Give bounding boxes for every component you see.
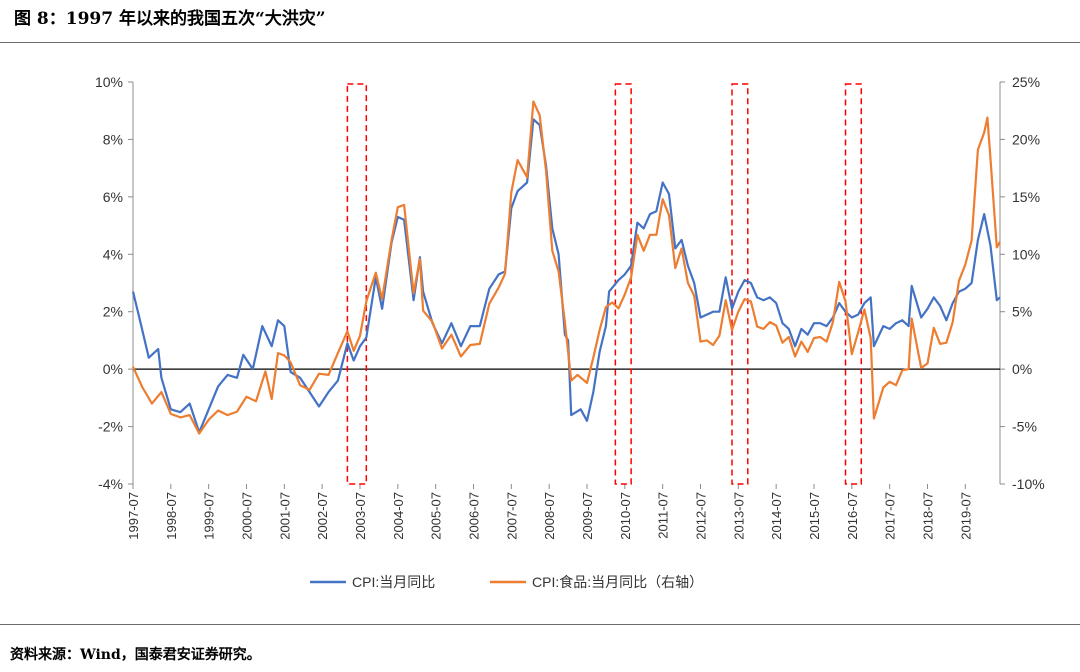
- y-right-tick-label: 0%: [1012, 361, 1032, 377]
- y-right-tick-label: 20%: [1012, 131, 1040, 147]
- y-right-tick-label: 10%: [1012, 246, 1040, 262]
- y-left-tick-label: 0%: [103, 361, 123, 377]
- x-tick-label: 1997-07: [126, 492, 141, 540]
- x-tick-label: 2003-07: [353, 492, 368, 540]
- x-tick-label: 2013-07: [731, 492, 746, 540]
- x-tick-label: 1998-07: [164, 492, 179, 540]
- y-left-tick-label: 2%: [103, 304, 123, 320]
- x-tick-label: 2011-07: [656, 492, 671, 539]
- series-layer: [131, 100, 1001, 435]
- series-line-food-cpi: [132, 100, 1001, 435]
- y-left-tick-label: 10%: [95, 74, 123, 90]
- figure-title: 图 8：1997 年以来的我国五次“大洪灾”: [14, 9, 326, 29]
- x-tick-label: 2014-07: [769, 492, 784, 540]
- x-tick-label: 2012-07: [693, 492, 708, 540]
- x-tick-label: 2019-07: [958, 492, 973, 540]
- x-tick-label: 2010-07: [618, 492, 633, 540]
- x-tick-label: 2007-07: [504, 492, 519, 540]
- x-tick-label: 2006-07: [466, 492, 481, 540]
- y-left-tick-label: 6%: [103, 189, 123, 205]
- y-right-tick-label: 5%: [1012, 304, 1032, 320]
- x-tick-label: 2001-07: [277, 492, 292, 540]
- y-left-tick-label: -4%: [98, 476, 123, 492]
- x-tick-label: 2018-07: [920, 492, 935, 540]
- x-tick-label: 2005-07: [429, 492, 444, 540]
- cpi-line-chart: -4% -2% 0% 2% 4% 6% 8% 10% -10% -5% 0% 5% 10% 15% 20% 2…: [95, 74, 1045, 590]
- legend-label: CPI:食品:当月同比（右轴）: [532, 574, 703, 590]
- flood-highlight-layer: [346, 83, 863, 485]
- legend-label: CPI:当月同比: [352, 574, 435, 590]
- x-tick-label: 2000-07: [239, 492, 254, 540]
- x-tick-label: 2004-07: [391, 492, 406, 540]
- x-tick-label: 2009-07: [580, 492, 595, 540]
- x-tick-label: 2015-07: [807, 492, 822, 540]
- y-right-tick-label: 15%: [1012, 189, 1040, 205]
- y-right-tick-label: -5%: [1012, 419, 1037, 435]
- y-left-tick-label: -2%: [98, 419, 123, 435]
- y-right-tick-label: 25%: [1012, 74, 1040, 90]
- y-right-tick-label: -10%: [1012, 476, 1045, 492]
- flood-period-box: [346, 83, 368, 485]
- x-tick-label: 2016-07: [845, 492, 860, 540]
- legend: CPI:当月同比 CPI:食品:当月同比（右轴）: [310, 574, 703, 590]
- y-left-tick-label: 4%: [103, 246, 123, 262]
- series-line-cpi: [131, 118, 1001, 434]
- flood-period-box: [731, 83, 749, 485]
- x-tick-label: 2017-07: [883, 492, 898, 540]
- bottom-divider: [0, 624, 1080, 625]
- x-tick-label: 2008-07: [542, 492, 557, 540]
- flood-period-box: [844, 83, 863, 485]
- source-note: 资料来源：Wind，国泰君安证券研究。: [10, 647, 261, 663]
- x-tick-label: 1999-07: [202, 492, 217, 540]
- top-divider: [0, 42, 1080, 43]
- y-left-tick-label: 8%: [103, 131, 123, 147]
- x-tick-label: 2002-07: [315, 492, 330, 540]
- axes-layer: -4% -2% 0% 2% 4% 6% 8% 10% -10% -5% 0% 5% 10% 15% 20% 2…: [95, 74, 1045, 540]
